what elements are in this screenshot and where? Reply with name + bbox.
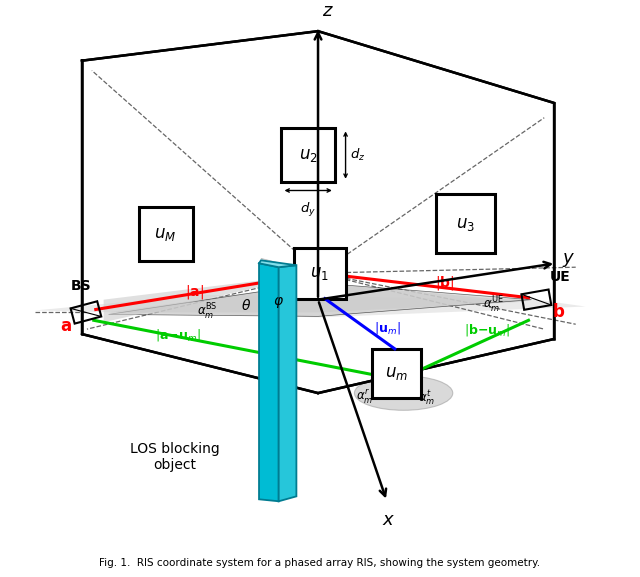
Text: $d_z$: $d_z$: [351, 147, 366, 163]
Text: $|\mathbf{a}|$: $|\mathbf{a}|$: [185, 283, 204, 301]
Polygon shape: [109, 283, 531, 316]
Polygon shape: [261, 258, 320, 293]
Bar: [372, 349, 421, 398]
Polygon shape: [259, 263, 278, 501]
Text: Fig. 1.  RIS coordinate system for a phased array RIS, showing the system geomet: Fig. 1. RIS coordinate system for a phas…: [99, 558, 541, 568]
Polygon shape: [35, 295, 586, 317]
Text: $z$: $z$: [322, 2, 334, 20]
Text: $\mathbf{\mathit{u}}_{m}$: $\mathbf{\mathit{u}}_{m}$: [385, 365, 408, 383]
Text: $|\mathbf{b}|$: $|\mathbf{b}|$: [435, 274, 454, 292]
Text: $|\mathbf{a}$$\mathbf{-u}_m|$: $|\mathbf{a}$$\mathbf{-u}_m|$: [155, 327, 200, 343]
Polygon shape: [104, 273, 320, 323]
Text: BS: BS: [70, 279, 92, 293]
Text: $\mathbf{\mathit{u}}_{M}$: $\mathbf{\mathit{u}}_{M}$: [154, 225, 177, 243]
Text: $|\mathbf{b}$$\mathbf{-u}_m|$: $|\mathbf{b}$$\mathbf{-u}_m|$: [464, 323, 510, 338]
Polygon shape: [109, 283, 320, 312]
Text: $\mathbf{\mathit{u}}_{1}$: $\mathbf{\mathit{u}}_{1}$: [310, 264, 330, 282]
Text: $|\mathbf{u}_m|$: $|\mathbf{u}_m|$: [374, 320, 401, 336]
Polygon shape: [320, 283, 527, 312]
Text: $\alpha_m^{\mathrm{UE}}$: $\alpha_m^{\mathrm{UE}}$: [483, 294, 504, 314]
Bar: [138, 207, 193, 261]
Text: $\alpha_m^r$: $\alpha_m^r$: [356, 387, 373, 405]
Bar: [281, 128, 335, 182]
Text: $\alpha_m^{\mathrm{BS}}$: $\alpha_m^{\mathrm{BS}}$: [196, 302, 217, 323]
Bar: [294, 248, 346, 299]
Polygon shape: [259, 260, 296, 267]
Text: $\mathbf{b}$: $\mathbf{b}$: [552, 304, 566, 321]
Text: LOS blocking
object: LOS blocking object: [129, 442, 220, 473]
Polygon shape: [278, 265, 296, 501]
Text: $\mathbf{a}$: $\mathbf{a}$: [60, 317, 72, 335]
Text: UE: UE: [550, 270, 571, 284]
Text: $d_y$: $d_y$: [300, 201, 316, 219]
Text: $\varphi$: $\varphi$: [273, 295, 284, 310]
Text: $\alpha_m^t$: $\alpha_m^t$: [418, 388, 435, 407]
Text: $\mathbf{\mathit{u}}_{2}$: $\mathbf{\mathit{u}}_{2}$: [299, 146, 317, 164]
Text: $y$: $y$: [562, 252, 575, 269]
Text: $\theta$: $\theta$: [241, 298, 252, 313]
Text: $\mathbf{\mathit{u}}_{3}$: $\mathbf{\mathit{u}}_{3}$: [456, 215, 475, 233]
Bar: [436, 194, 495, 253]
Ellipse shape: [355, 376, 452, 410]
Text: $x$: $x$: [382, 511, 396, 529]
